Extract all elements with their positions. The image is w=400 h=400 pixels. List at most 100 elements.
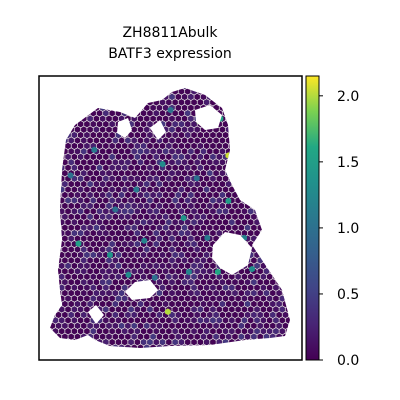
spot (109, 229, 115, 237)
spot (77, 317, 84, 324)
spot (134, 240, 141, 248)
spot (191, 240, 197, 248)
spot (99, 268, 106, 275)
spot (156, 191, 163, 199)
spot (156, 148, 163, 155)
spot (90, 327, 97, 335)
spot (162, 137, 169, 144)
spot (203, 273, 210, 281)
spot (118, 180, 125, 188)
spot (121, 142, 128, 150)
spot (80, 268, 87, 275)
spot (172, 208, 178, 215)
spot (210, 153, 216, 161)
spot (200, 257, 207, 264)
spot (128, 208, 134, 215)
spot (254, 229, 260, 237)
spot (137, 300, 144, 308)
spot (96, 142, 103, 150)
spot (178, 306, 185, 313)
spot (106, 235, 112, 242)
spot (159, 153, 166, 161)
spot (188, 224, 194, 231)
spot (172, 142, 178, 150)
spot (269, 311, 276, 319)
spot (131, 191, 138, 199)
spot (121, 197, 128, 204)
spot (216, 197, 223, 204)
spot (140, 262, 147, 270)
spot (210, 273, 216, 281)
spot (153, 142, 160, 150)
spot (210, 229, 216, 237)
spot (140, 251, 147, 259)
spot (106, 268, 112, 275)
spot (213, 278, 219, 286)
spot (74, 246, 81, 253)
spot (109, 317, 115, 324)
spot (65, 284, 71, 291)
spot (244, 278, 251, 286)
spot (77, 153, 84, 161)
spot (84, 120, 90, 128)
spot (197, 99, 204, 106)
spot (188, 246, 194, 253)
spot (162, 322, 169, 330)
spot (109, 131, 115, 139)
spot (147, 109, 153, 117)
spot (191, 208, 197, 215)
spot (115, 262, 122, 270)
spot (150, 169, 156, 177)
spot (244, 224, 251, 231)
spot (181, 93, 188, 101)
spot (68, 257, 75, 264)
spot (188, 202, 194, 210)
spot (273, 327, 279, 335)
spot (229, 317, 235, 324)
spot (71, 251, 78, 259)
spot (210, 262, 216, 270)
spot (84, 175, 90, 182)
spot (115, 327, 122, 335)
spot (216, 306, 223, 313)
spot (203, 240, 210, 248)
spot (125, 246, 131, 253)
spot (143, 300, 150, 308)
spot (210, 131, 216, 139)
spot (153, 262, 160, 270)
spot (247, 317, 254, 324)
spot (150, 213, 156, 221)
spot (166, 164, 172, 172)
spot (134, 338, 141, 346)
spot (206, 311, 213, 319)
spot (191, 306, 197, 313)
spot (203, 295, 210, 302)
spot (103, 164, 109, 172)
spot (279, 317, 286, 324)
spot (134, 142, 141, 150)
spot (181, 137, 188, 144)
spot (99, 126, 106, 133)
spot (96, 262, 103, 270)
spot (80, 246, 87, 253)
spot (184, 327, 191, 335)
spot (241, 218, 248, 226)
spot (203, 327, 210, 335)
spot (241, 317, 248, 324)
spot (65, 186, 71, 193)
spot (121, 218, 128, 226)
spot (178, 240, 185, 248)
spot (219, 224, 226, 231)
spot (84, 327, 90, 335)
spot (109, 164, 115, 172)
spot (263, 289, 270, 297)
spot (137, 148, 144, 155)
spot (109, 175, 115, 182)
spot (184, 186, 191, 193)
spot (238, 311, 245, 319)
spot (93, 180, 100, 188)
spot (181, 191, 188, 199)
colorbar-gradient (305, 75, 320, 361)
spot (121, 262, 128, 270)
spot (229, 284, 235, 291)
